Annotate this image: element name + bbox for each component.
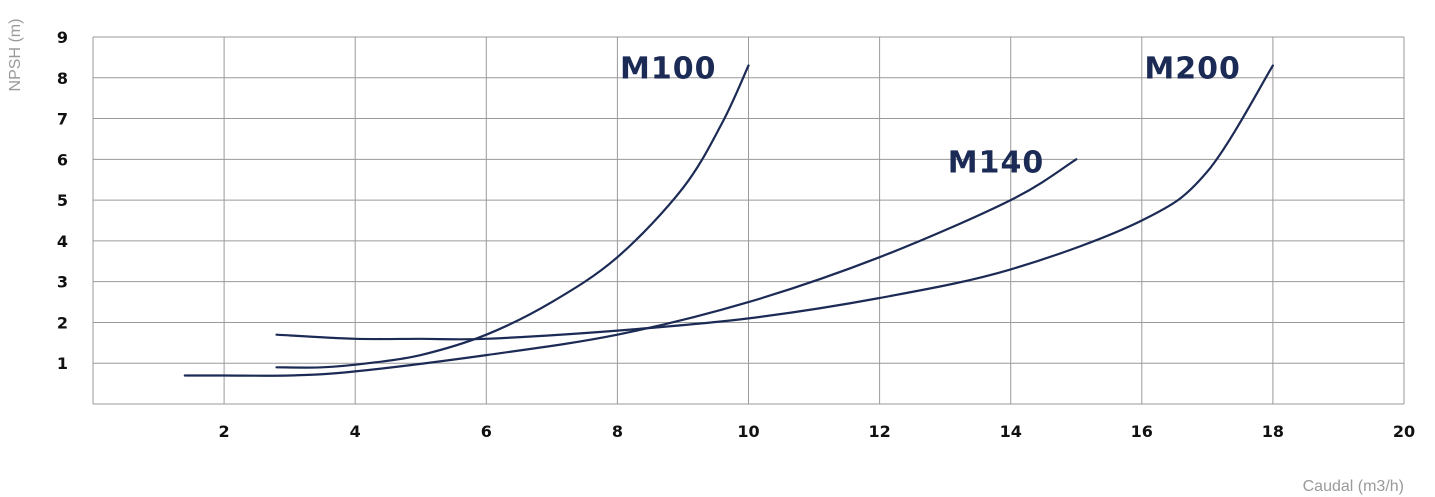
series-line-m200: [275, 64, 1274, 341]
y-axis-ticks: 1 2 3 4 5 6 7 8 9: [57, 28, 68, 373]
x-axis-ticks: 2 4 6 8 10 12 14 16 18 20: [219, 422, 1416, 441]
series-labels: M100 M140 M200: [620, 52, 1240, 181]
x-tick-label: 18: [1262, 422, 1284, 441]
y-tick-label: 4: [57, 232, 68, 251]
y-tick-label: 8: [57, 69, 68, 88]
series-line-m140: [183, 158, 1078, 377]
grid: [92, 36, 1405, 405]
y-tick-label: 5: [57, 191, 68, 210]
y-tick-label: 7: [57, 110, 68, 129]
series-label-m100: M100: [620, 52, 716, 87]
x-tick-label: 4: [350, 422, 361, 441]
x-tick-label: 12: [868, 422, 890, 441]
x-tick-label: 8: [612, 422, 623, 441]
series-line-m100: [275, 64, 750, 369]
series-label-m140: M140: [948, 145, 1044, 180]
x-tick-label: 2: [219, 422, 230, 441]
x-tick-label: 16: [1131, 422, 1153, 441]
y-tick-label: 6: [57, 150, 68, 169]
x-tick-label: 6: [481, 422, 492, 441]
x-tick-label: 20: [1393, 422, 1415, 441]
y-tick-label: 3: [57, 273, 68, 292]
y-axis-title: NPSH (m): [7, 19, 24, 92]
series-label-m200: M200: [1144, 52, 1240, 87]
series-lines: [183, 64, 1274, 377]
x-tick-label: 14: [1000, 422, 1022, 441]
x-axis-title: Caudal (m3/h): [1303, 478, 1404, 495]
y-tick-label: 1: [57, 354, 68, 373]
x-tick-label: 10: [737, 422, 759, 441]
y-tick-label: 2: [57, 313, 68, 332]
y-tick-label: 9: [57, 28, 68, 47]
